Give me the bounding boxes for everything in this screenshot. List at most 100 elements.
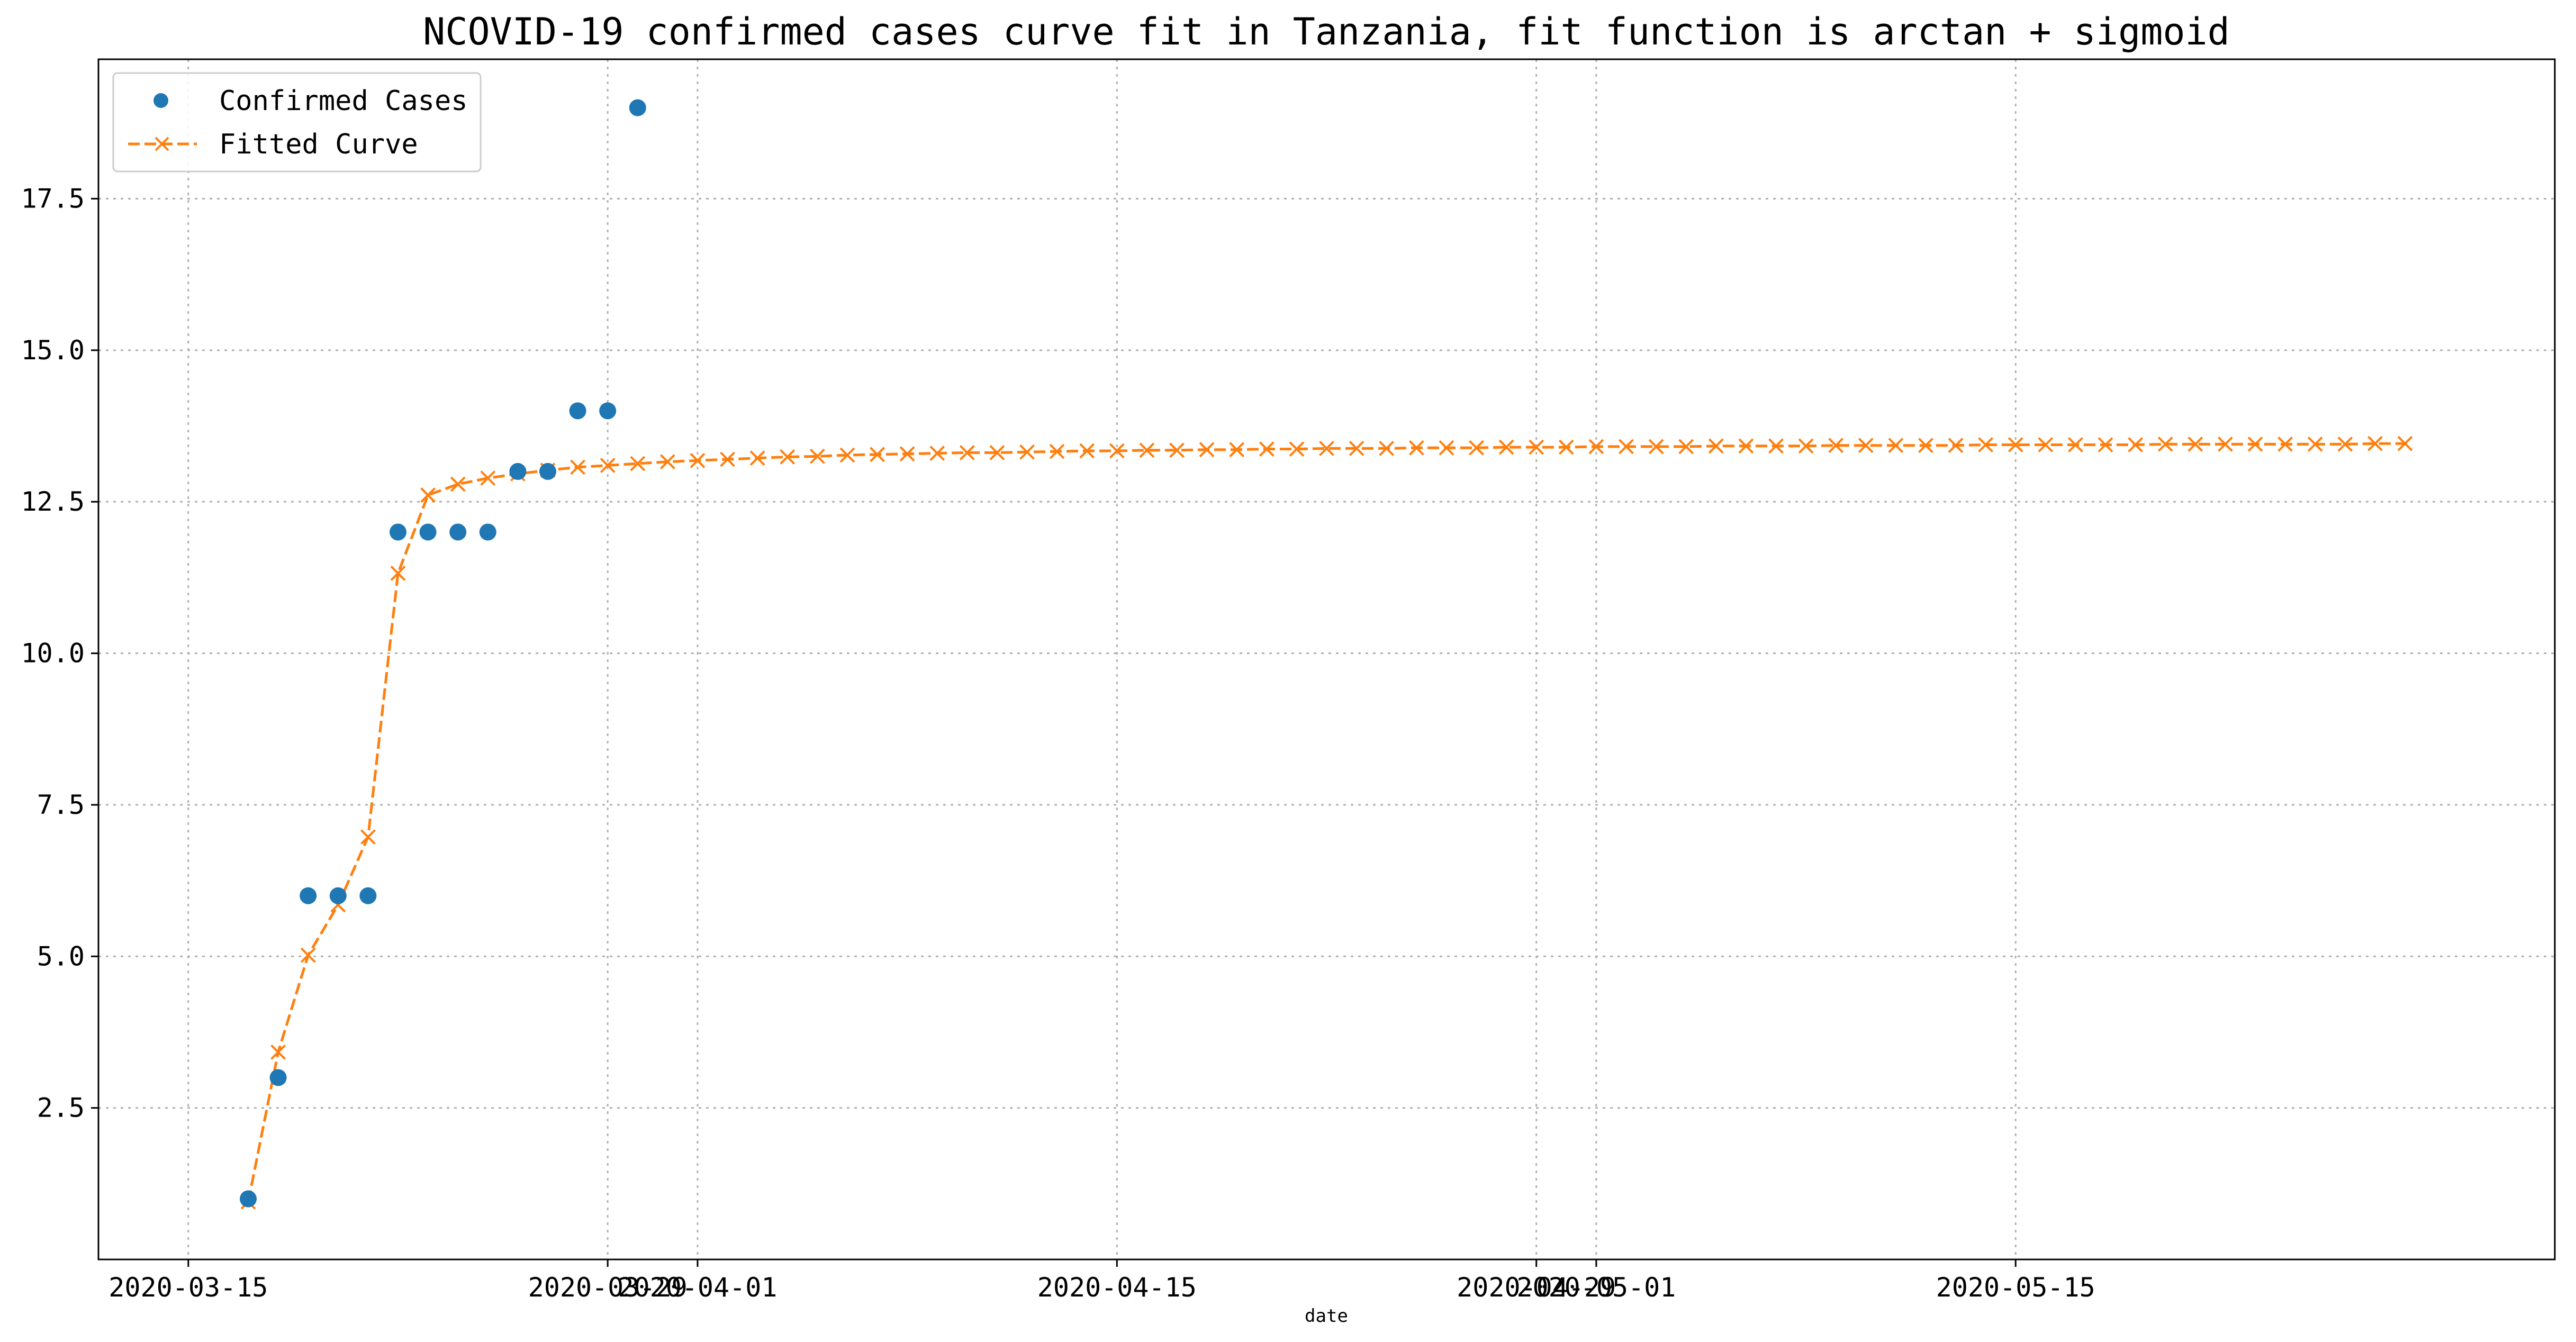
fitted-curve-point: [839, 447, 855, 463]
confirmed-case-point: [300, 887, 317, 904]
fitted-curve-marker-stroke: [570, 459, 585, 475]
fitted-curve-point: [659, 454, 675, 469]
fitted-curve-marker-stroke: [2247, 436, 2263, 452]
fitted-curve-point: [780, 449, 796, 465]
fitted-curve-point: [1588, 439, 1604, 455]
fitted-curve-point: [1918, 438, 1933, 454]
y-tick-label: 5.0: [37, 941, 85, 972]
fitted-curve-point: [1229, 442, 1245, 458]
fitted-curve-point: [2277, 436, 2293, 452]
fitted-curve-point: [1319, 440, 1334, 456]
fitted-curve-point: [2008, 437, 2023, 452]
legend-label-fitted-curve: Fitted Curve: [219, 129, 418, 160]
fitted-curve-point: [2188, 436, 2203, 452]
x-tick-label: 2020-04-15: [1037, 1272, 1197, 1303]
fitted-curve-point: [1019, 444, 1035, 460]
fitted-curve-point: [1109, 443, 1125, 459]
legend: Confirmed Cases Fitted Curve: [112, 72, 482, 173]
fitted-curve-marker-stroke: [2397, 436, 2413, 451]
fitted-curve-marker-stroke: [1289, 441, 1305, 457]
fitted-curve-marker-stroke: [1079, 443, 1095, 459]
fitted-curve-marker-stroke: [899, 446, 915, 462]
fitted-curve-point: [2098, 437, 2113, 452]
fitted-curve-marker-stroke: [2188, 436, 2203, 452]
fitted-curve-point: [300, 947, 316, 963]
fitted-curve-marker-stroke: [1349, 440, 1364, 456]
fitted-curve-point: [1469, 440, 1484, 456]
fitted-curve-point: [2157, 436, 2173, 452]
fitted-curve-point: [1498, 439, 1514, 455]
confirmed-case-point: [329, 887, 347, 904]
fitted-curve-point: [1708, 438, 1724, 454]
confirmed-case-point: [509, 463, 527, 480]
fitted-curve-point: [360, 829, 376, 845]
fitted-curve-marker-stroke: [600, 458, 616, 473]
fitted-curve-point: [1408, 440, 1424, 456]
fitted-curve-marker-stroke: [1529, 439, 1544, 455]
fitted-curve-marker-stroke: [1139, 442, 1155, 458]
fitted-curve-marker-stroke: [270, 1044, 286, 1060]
fitted-curve-marker-stroke: [480, 470, 496, 486]
fitted-curve-point: [600, 458, 616, 473]
x-tick-label: 2020-04-29: [1457, 1272, 1616, 1303]
x-tick-label: 2020-05-01: [1516, 1272, 1676, 1303]
fitted-curve-point: [630, 456, 646, 471]
fitted-curve-point: [2367, 436, 2383, 451]
x-axis-label: date: [1305, 1305, 1348, 1327]
plot-series: [239, 99, 2413, 1210]
fitted-curve-point: [2038, 437, 2054, 452]
fitted-curve-marker-stroke: [1259, 441, 1275, 457]
confirmed-case-point: [359, 887, 377, 904]
confirmed-case-point: [419, 523, 437, 541]
confirmed-case-point: [539, 463, 556, 480]
confirmed-case-point: [629, 99, 646, 116]
fitted-curve-marker-stroke: [2068, 437, 2083, 452]
fitted-curve-point: [959, 445, 975, 460]
x-tick-label: 2020-04-01: [618, 1272, 777, 1303]
fitted-curve-point: [2218, 436, 2233, 452]
y-tick-label: 10.0: [21, 638, 85, 669]
fitted-curve-marker-stroke: [1708, 438, 1724, 454]
legend-marker-fitted-curve: [155, 137, 169, 151]
fitted-curve-marker-stroke: [780, 449, 796, 465]
fitted-curve-marker-stroke: [1558, 439, 1574, 455]
fitted-curve-point: [2068, 437, 2083, 452]
fitted-curve-point: [1259, 441, 1275, 457]
fitted-curve-point: [989, 445, 1005, 460]
fitted-curve-point: [1828, 438, 1844, 454]
fitted-curve-point: [1049, 443, 1065, 459]
y-tick-label: 17.5: [21, 183, 85, 214]
fitted-curve-marker-stroke: [1498, 439, 1514, 455]
x-tick-label: 2020-03-15: [109, 1272, 268, 1303]
fitted-curve-marker-stroke: [360, 829, 376, 845]
fitted-curve-marker-stroke: [1379, 440, 1395, 456]
plot-frame: [97, 58, 2556, 1261]
fitted-curve-marker-stroke: [2277, 436, 2293, 452]
legend-marker-confirmed-cases: [153, 93, 168, 108]
confirmed-case-point: [569, 402, 586, 420]
fitted-curve-marker-stroke: [989, 445, 1005, 460]
fitted-curve-marker-stroke: [390, 565, 406, 581]
y-tick-label: 12.5: [21, 486, 85, 517]
fitted-curve-point: [1349, 440, 1364, 456]
fitted-curve-point: [1678, 439, 1694, 455]
y-tick-label: 2.5: [37, 1093, 85, 1123]
fitted-curve-marker-stroke: [1019, 444, 1035, 460]
confirmed-case-point: [239, 1190, 257, 1208]
fitted-curve-marker-stroke: [690, 452, 706, 468]
fitted-curve-marker-stroke: [1229, 442, 1245, 458]
fitted-curve-marker-stroke: [659, 454, 675, 469]
x-tick-label: 2020-05-15: [1936, 1272, 2095, 1303]
fitted-curve-point: [690, 452, 706, 468]
confirmed-case-point: [389, 523, 406, 541]
legend-x-stroke: [155, 137, 169, 151]
fitted-curve-marker-stroke: [1588, 439, 1604, 455]
fitted-curve-point: [2337, 436, 2353, 452]
fitted-curve-point: [570, 459, 585, 475]
fitted-curve-point: [749, 450, 765, 466]
fitted-curve-point: [420, 487, 436, 503]
fitted-curve-marker-stroke: [1619, 439, 1634, 455]
fitted-curve-marker-stroke: [2337, 436, 2353, 452]
fitted-curve-point: [1648, 439, 1664, 455]
